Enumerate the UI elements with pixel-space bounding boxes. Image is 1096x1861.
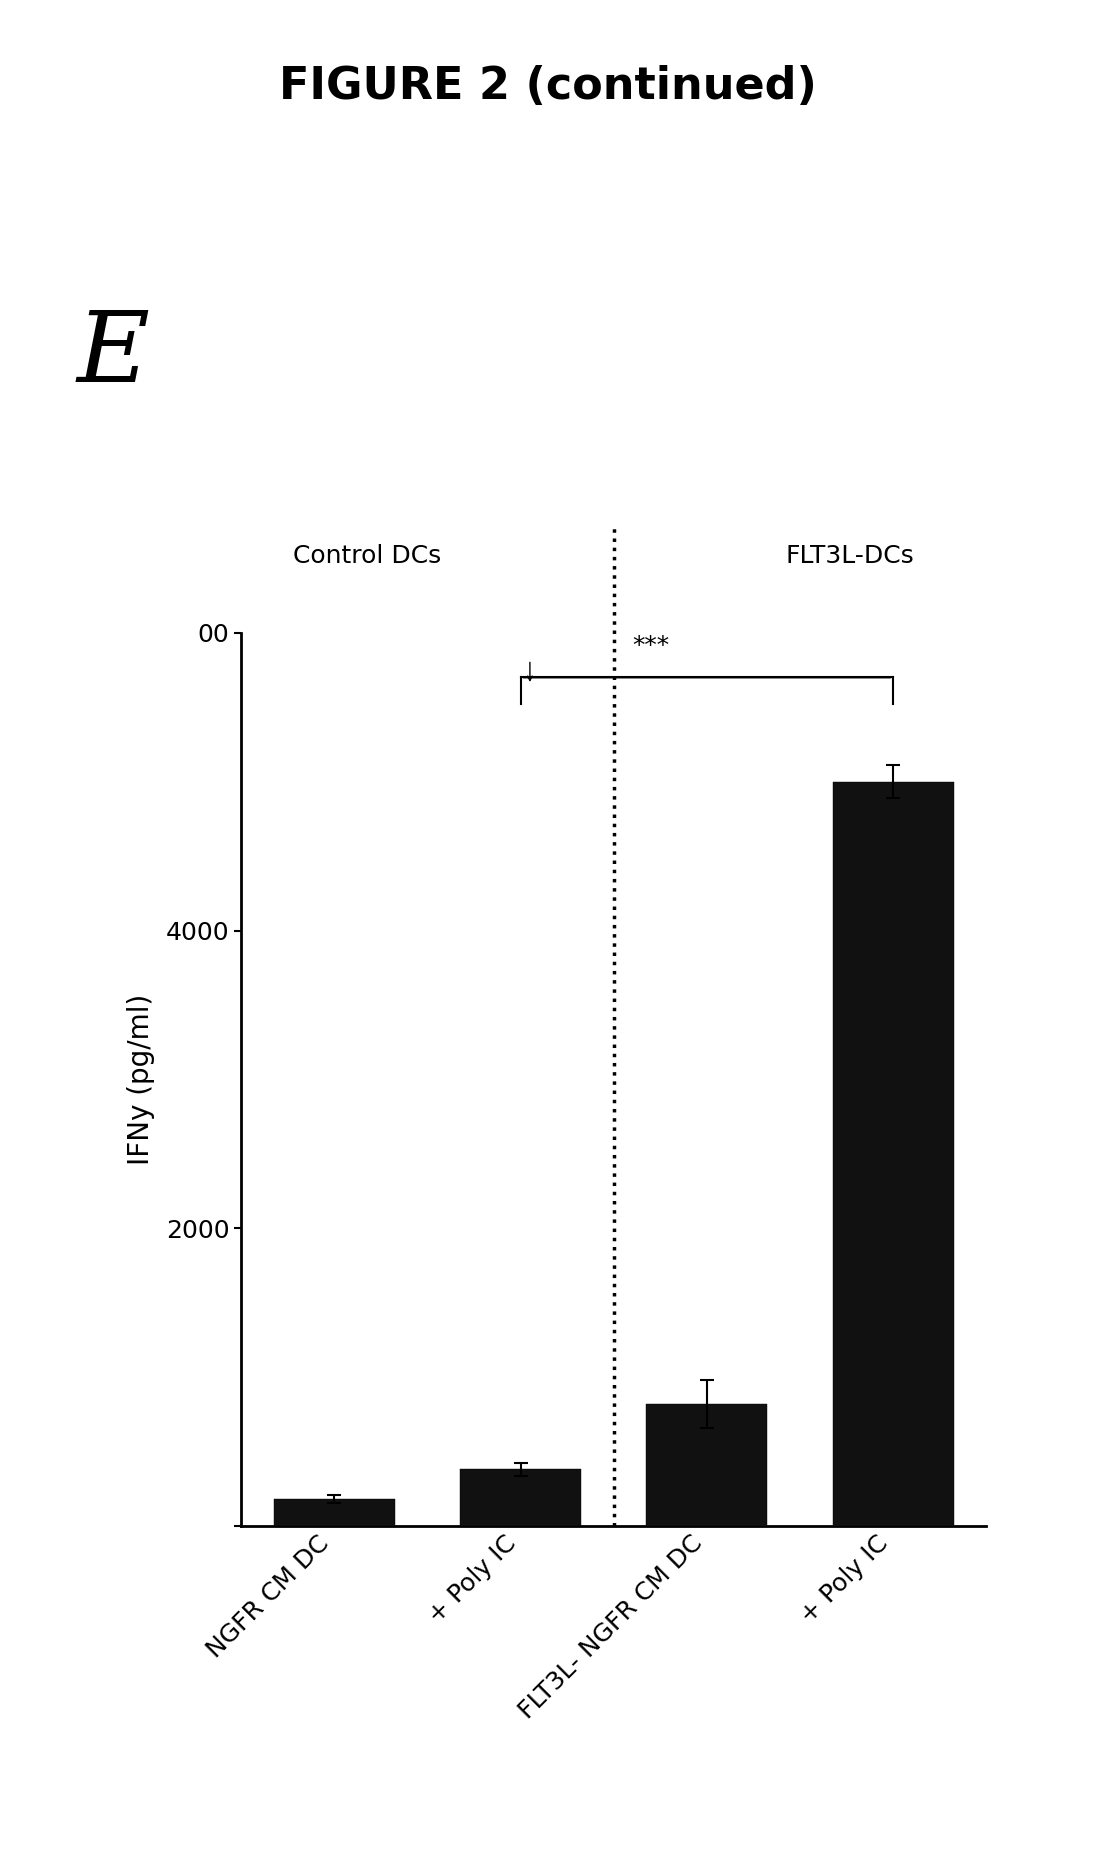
Text: Control DCs: Control DCs <box>293 543 442 568</box>
Text: FLT3L-DCs: FLT3L-DCs <box>785 543 914 568</box>
Bar <box>833 782 954 1526</box>
Bar <box>460 1470 581 1526</box>
Bar <box>647 1403 767 1526</box>
Y-axis label: IFNy (pg/ml): IFNy (pg/ml) <box>126 994 155 1165</box>
Text: E: E <box>77 307 150 402</box>
Text: FIGURE 2 (continued): FIGURE 2 (continued) <box>279 65 817 108</box>
Bar <box>274 1500 395 1526</box>
Text: ***: *** <box>632 635 670 659</box>
